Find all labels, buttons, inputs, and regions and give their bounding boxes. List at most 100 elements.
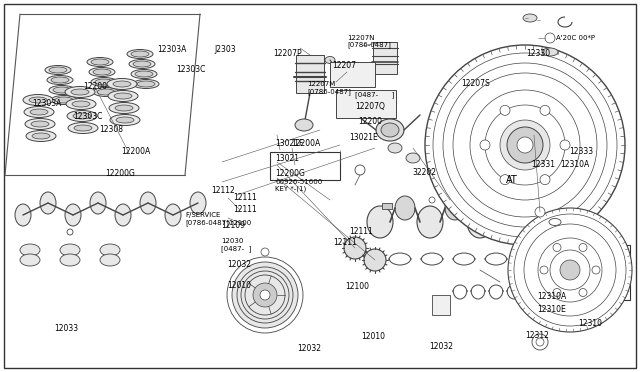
Text: 12111: 12111: [234, 193, 257, 202]
Ellipse shape: [133, 61, 151, 67]
Circle shape: [425, 45, 625, 245]
Ellipse shape: [60, 254, 80, 266]
Text: 12310E: 12310E: [538, 305, 566, 314]
Ellipse shape: [367, 206, 393, 238]
Ellipse shape: [74, 125, 92, 131]
Circle shape: [67, 229, 73, 235]
Circle shape: [260, 290, 270, 300]
Ellipse shape: [65, 87, 95, 97]
Text: 12111: 12111: [333, 238, 356, 247]
Text: 12032: 12032: [227, 260, 251, 269]
Bar: [540, 245, 630, 300]
Text: 13021F: 13021F: [275, 140, 303, 148]
Ellipse shape: [165, 204, 181, 226]
Circle shape: [500, 174, 510, 185]
Text: 12333: 12333: [570, 147, 594, 156]
Text: 12331: 12331: [531, 160, 555, 169]
Circle shape: [253, 283, 277, 307]
Ellipse shape: [137, 81, 155, 87]
Ellipse shape: [20, 244, 40, 256]
Circle shape: [545, 33, 555, 43]
Text: 12200: 12200: [83, 82, 108, 91]
Text: 12200G: 12200G: [275, 169, 305, 178]
Ellipse shape: [140, 192, 156, 214]
Text: 12207Q: 12207Q: [355, 102, 385, 111]
Circle shape: [514, 214, 626, 326]
Text: 12032: 12032: [429, 342, 453, 351]
Ellipse shape: [295, 119, 313, 131]
Ellipse shape: [25, 119, 55, 129]
Ellipse shape: [47, 76, 73, 84]
Bar: [336, 90, 396, 118]
Text: 12207P: 12207P: [273, 49, 302, 58]
Ellipse shape: [93, 69, 111, 75]
Text: 13021: 13021: [275, 154, 300, 163]
Bar: [270, 152, 340, 180]
Ellipse shape: [115, 204, 131, 226]
Text: 12207: 12207: [332, 61, 356, 70]
Ellipse shape: [110, 115, 140, 125]
Ellipse shape: [66, 99, 96, 109]
Bar: [382, 203, 392, 209]
Ellipse shape: [90, 192, 106, 214]
Ellipse shape: [495, 196, 515, 220]
Ellipse shape: [131, 51, 149, 57]
Ellipse shape: [417, 206, 443, 238]
Bar: [432, 295, 450, 315]
Circle shape: [500, 120, 550, 170]
Ellipse shape: [100, 244, 120, 256]
Text: 12310A: 12310A: [538, 292, 567, 301]
Text: [0487-      ]: [0487- ]: [355, 91, 395, 98]
Circle shape: [540, 174, 550, 185]
Ellipse shape: [31, 121, 49, 127]
Text: 12112: 12112: [211, 186, 235, 195]
Text: F/SERVICE
[0786-0487]12100: F/SERVICE [0786-0487]12100: [186, 212, 252, 226]
Text: 12032: 12032: [298, 344, 322, 353]
Ellipse shape: [127, 49, 153, 58]
Circle shape: [245, 275, 285, 315]
Text: 00926-51600
KEY *-(1): 00926-51600 KEY *-(1): [275, 179, 323, 192]
Ellipse shape: [89, 67, 115, 77]
Bar: [296, 55, 324, 93]
Circle shape: [227, 257, 303, 333]
Text: 12303C: 12303C: [74, 112, 103, 121]
Ellipse shape: [53, 87, 71, 93]
Ellipse shape: [20, 254, 40, 266]
Text: AT: AT: [506, 175, 517, 185]
Ellipse shape: [342, 105, 350, 111]
Circle shape: [355, 165, 365, 175]
Text: 12111: 12111: [234, 205, 257, 214]
Ellipse shape: [467, 206, 493, 238]
Ellipse shape: [45, 65, 71, 74]
Ellipse shape: [381, 123, 399, 137]
Bar: [330, 62, 375, 87]
Ellipse shape: [40, 192, 56, 214]
Ellipse shape: [523, 14, 537, 22]
Ellipse shape: [29, 97, 47, 103]
Ellipse shape: [517, 206, 543, 238]
Text: 12109: 12109: [221, 221, 244, 230]
Text: 32202: 32202: [413, 168, 437, 177]
Ellipse shape: [344, 237, 366, 259]
Circle shape: [517, 137, 533, 153]
Text: 12310A: 12310A: [560, 160, 589, 169]
Text: 12330: 12330: [526, 49, 550, 58]
Circle shape: [535, 207, 545, 217]
Text: A'20C 00*P: A'20C 00*P: [556, 35, 595, 41]
Ellipse shape: [26, 131, 56, 141]
Text: 12207M
[0786-0487]: 12207M [0786-0487]: [307, 81, 351, 95]
Text: 12200A: 12200A: [291, 140, 321, 148]
Ellipse shape: [406, 153, 420, 163]
Circle shape: [532, 334, 548, 350]
Circle shape: [232, 262, 298, 328]
Ellipse shape: [95, 79, 113, 85]
Ellipse shape: [388, 143, 402, 153]
Ellipse shape: [116, 117, 134, 123]
Ellipse shape: [71, 89, 89, 95]
Ellipse shape: [114, 93, 132, 99]
Text: 12200G: 12200G: [106, 169, 136, 178]
Ellipse shape: [68, 122, 98, 134]
Circle shape: [508, 208, 632, 332]
Circle shape: [540, 266, 548, 274]
Circle shape: [500, 105, 510, 115]
